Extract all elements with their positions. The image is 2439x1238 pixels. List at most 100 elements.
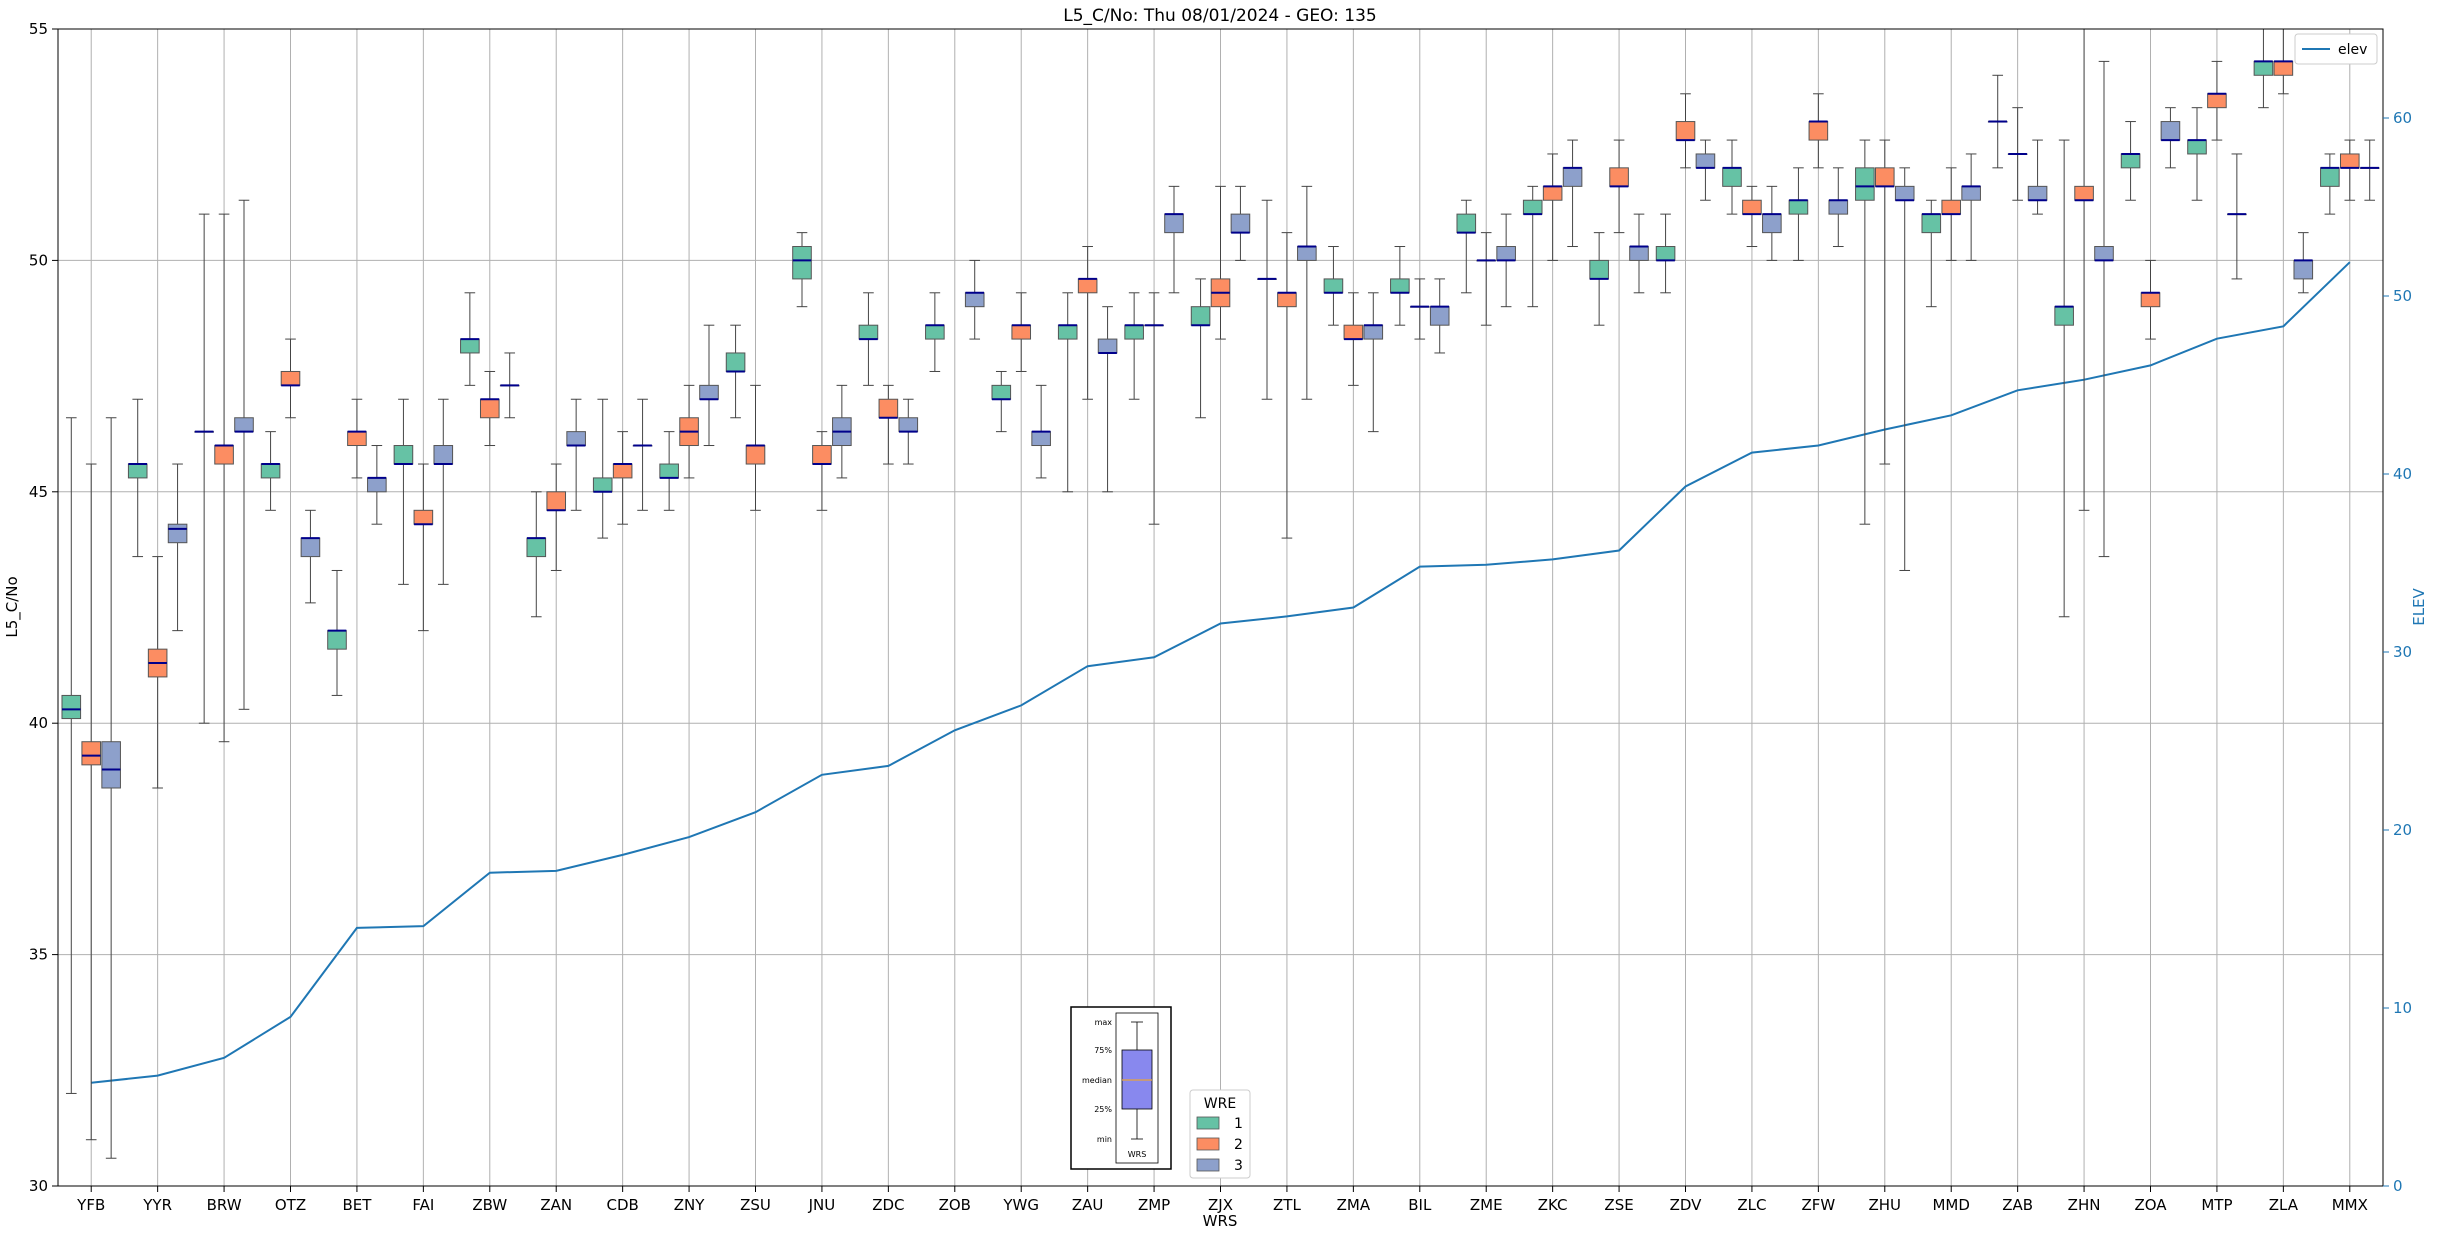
box-iqr (1522, 199, 1543, 215)
box-iqr (433, 445, 454, 465)
x-axis-title: WRS (1203, 1212, 1238, 1230)
box-BIL-wre1 (1390, 246, 1410, 326)
x-tick-label: ZFW (1801, 1196, 1835, 1214)
box-MMD-wre3 (1961, 153, 1981, 261)
box-iqr (2320, 167, 2340, 187)
box-ZOB-wre3 (964, 259, 985, 340)
inset-label-median: median (1082, 1076, 1112, 1085)
line-legend-frame (2294, 33, 2378, 65)
box-iqr (460, 338, 480, 354)
box-legend-swatch-1 (1196, 1116, 1220, 1130)
box-iqr (1031, 431, 1051, 447)
x-tick-label: ZKC (1538, 1196, 1568, 1214)
box-MTP-wre3 (2227, 153, 2247, 280)
box-iqr (1855, 167, 1875, 201)
box-MMX-wre2 (2339, 139, 2360, 201)
box-iqr (1097, 338, 1118, 354)
box-iqr (1057, 324, 1078, 340)
box-iqr (2074, 185, 2094, 201)
box-YYR-wre3 (167, 463, 188, 632)
box-ZKC-wre1 (1522, 185, 1543, 308)
box-ZBW-wre2 (479, 370, 500, 447)
box-iqr (1675, 121, 1696, 141)
box-iqr (2187, 139, 2207, 155)
box-ZMP-wre1 (1124, 292, 1144, 400)
box-BIL-wre3 (1429, 278, 1450, 354)
box-BET-wre3 (367, 445, 387, 525)
box-iqr (280, 370, 301, 386)
box-iqr (2027, 185, 2048, 201)
box-iqr (2054, 306, 2074, 326)
box-iqr (1011, 324, 1032, 340)
box-ZLC-wre2 (1742, 185, 1762, 248)
box-ZDC-wre3 (898, 398, 919, 465)
box-ZJX-wre2 (1210, 185, 1231, 340)
x-tick-label: ZLA (2269, 1196, 2299, 1214)
box-legend-label-1: 1 (1234, 1116, 1243, 1132)
x-tick-label: ZSU (740, 1196, 771, 1214)
box-ZHU-wre1 (1855, 139, 1875, 525)
box-ZHU-wre2 (1874, 139, 1895, 465)
box-ZJX-wre1 (1190, 278, 1211, 419)
box-ZNY-wre1 (659, 431, 679, 511)
box-BET-wre2 (347, 398, 367, 479)
box-iqr (1124, 324, 1144, 340)
box-ZAN-wre1 (526, 491, 547, 618)
box-ZAN-wre2 (546, 463, 567, 571)
box-ZAU-wre1 (1057, 292, 1078, 493)
box-iqr (1655, 246, 1676, 261)
box-iqr (1343, 324, 1364, 340)
box-BIL-wre2 (1409, 278, 1430, 340)
x-tick-label: OTZ (275, 1196, 306, 1214)
box-YFB-wre2 (81, 463, 102, 1141)
y2-tick-label: 10 (2393, 999, 2412, 1017)
inset-xlabel: WRS (1128, 1150, 1147, 1159)
box-iqr (413, 509, 434, 525)
elev-line (91, 261, 2351, 1084)
box-ZLA-wre3 (2293, 232, 2314, 294)
box-ZAN-wre3 (566, 398, 586, 511)
box-legend-title: WRE (1204, 1096, 1236, 1112)
box-iqr (1894, 185, 1915, 201)
box-iqr (214, 445, 234, 465)
x-tick-label: ZAU (1072, 1196, 1104, 1214)
box-iqr (1788, 199, 1809, 215)
x-tick-label: ZJX (1208, 1196, 1233, 1214)
y-axis-title: L5_C/No (3, 576, 22, 637)
box-ZTL-wre2 (1277, 232, 1297, 539)
x-tick-label: MMX (2332, 1196, 2368, 1214)
box-iqr (1961, 185, 1981, 201)
box-iqr (1609, 167, 1629, 187)
box-iqr (1456, 213, 1477, 234)
box-MMX-wre1 (2320, 153, 2340, 215)
box-ZKC-wre3 (1562, 139, 1583, 248)
y-tick-label: 35 (29, 946, 48, 964)
box-ZDV-wre3 (1695, 139, 1716, 201)
inset-label-q1: 25% (1094, 1105, 1112, 1114)
x-tick-label: ZHU (1869, 1196, 1902, 1214)
box-ZDC-wre2 (878, 384, 899, 465)
box-legend-entries: 1 2 3 (1196, 1116, 1243, 1174)
box-iqr (2339, 153, 2360, 169)
x-tick-label: BIL (1408, 1196, 1432, 1214)
x-tick-label: ZHN (2068, 1196, 2101, 1214)
box-iqr (1808, 121, 1829, 141)
box-ZME-wre1 (1456, 199, 1477, 294)
elev-line-layer (91, 261, 2351, 1084)
inset-label-min: min (1097, 1135, 1112, 1144)
box-ZNY-wre3 (699, 324, 719, 447)
box-ZTL-wre3 (1297, 185, 1317, 400)
box-ZMA-wre1 (1323, 246, 1344, 326)
box-ZHN-wre2 (2074, 28, 2094, 511)
box-iqr (812, 445, 832, 465)
box-iqr (2094, 246, 2114, 261)
y-tick-label: 50 (29, 251, 48, 269)
box-iqr (925, 324, 945, 340)
box-ZBW-wre3 (499, 352, 520, 419)
box-iqr (327, 630, 347, 650)
box-ZJX-wre3 (1230, 185, 1251, 261)
box-YYR-wre2 (147, 556, 168, 789)
box-YWG-wre1 (991, 370, 1012, 433)
box-ZAU-wre2 (1077, 246, 1098, 400)
